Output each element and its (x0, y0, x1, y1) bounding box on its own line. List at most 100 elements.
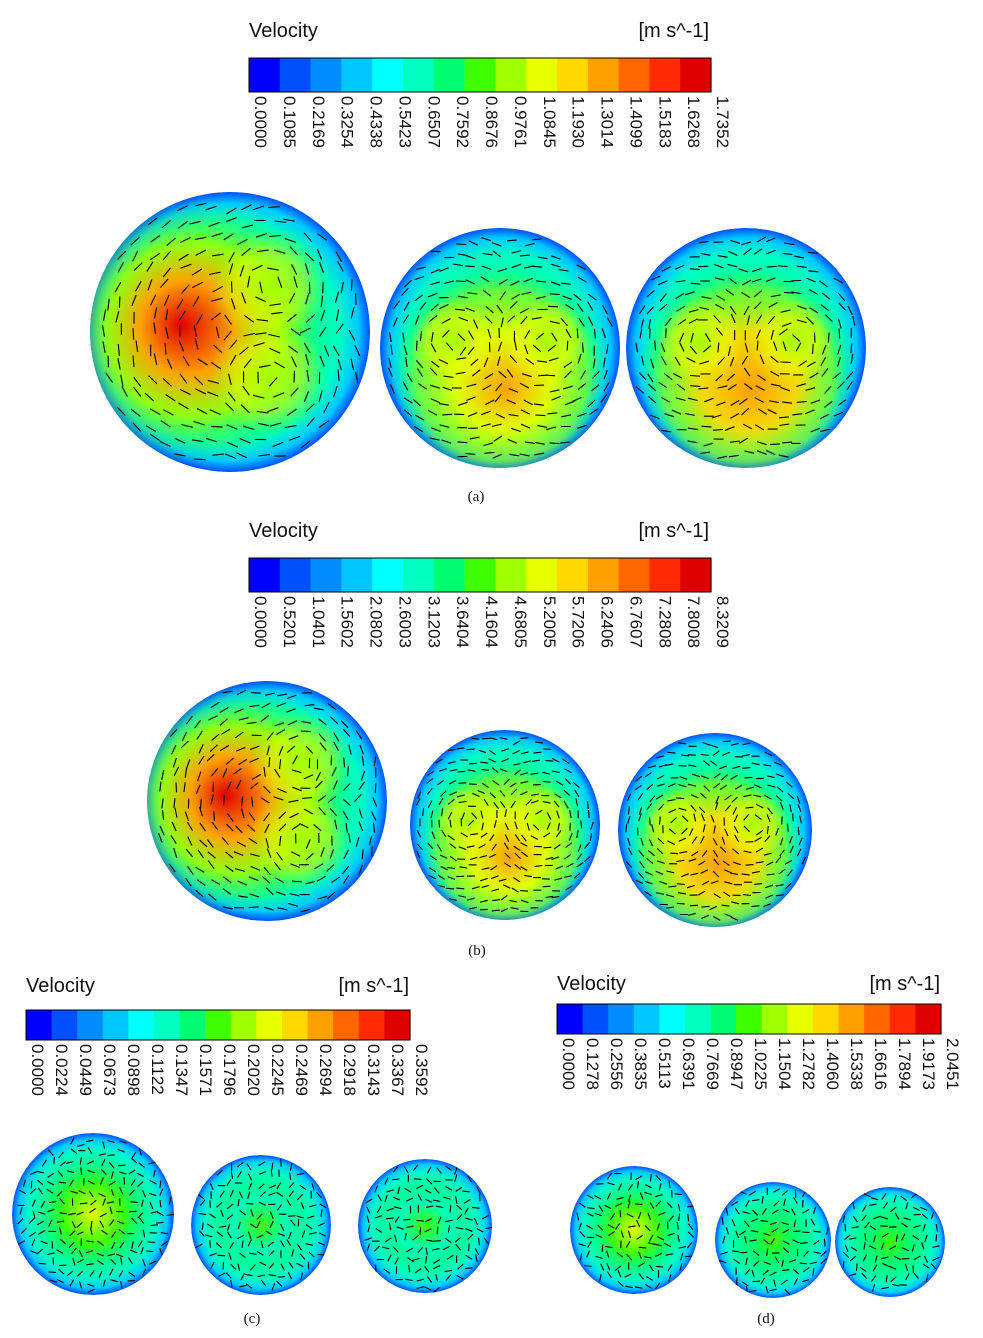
velocity-arrow (271, 1162, 274, 1171)
velocity-arrow (358, 864, 363, 875)
velocity-arrow (441, 829, 447, 838)
velocity-arrow (545, 760, 554, 762)
velocity-arrow (684, 412, 695, 416)
velocity-arrow (335, 251, 343, 263)
velocity-arrow (626, 793, 632, 802)
velocity-arrow (741, 873, 750, 876)
velocity-arrow (565, 328, 572, 339)
velocity-arrow (405, 357, 408, 368)
velocity-arrow (266, 848, 272, 858)
velocity-arrow (276, 891, 286, 896)
velocity-arrow (842, 1260, 845, 1269)
velocity-arrow (543, 832, 551, 838)
velocity-arrow (31, 1238, 36, 1247)
velocity-arrow (776, 786, 784, 793)
velocity-arrow (782, 441, 793, 444)
velocity-arrow (240, 1273, 245, 1281)
velocity-arrow (766, 825, 769, 834)
velocity-arrow (268, 757, 271, 768)
velocity-arrow (639, 328, 643, 339)
velocity-arrow (655, 1282, 661, 1290)
colorbar-tick-label: 6.2406 (598, 596, 617, 648)
velocity-arrow (604, 1204, 612, 1210)
velocity-arrow (441, 439, 452, 444)
velocity-arrow (405, 1278, 413, 1282)
velocity-arrow (644, 890, 652, 897)
velocity-arrow (449, 843, 457, 849)
velocity-arrow (520, 780, 529, 784)
velocity-arrow (274, 768, 281, 778)
velocity-arrow (439, 267, 449, 272)
velocity-arrow (211, 733, 220, 741)
colorbar-tick-label: 0.0224 (52, 1044, 71, 1096)
velocity-arrow (921, 1242, 925, 1250)
velocity-arrow (781, 816, 783, 825)
velocity-arrow (160, 1232, 169, 1235)
velocity-arrow (796, 796, 801, 805)
velocity-arrow (700, 753, 709, 756)
velocity-arrow (430, 384, 440, 389)
velocity-arrow (211, 821, 219, 831)
velocity-arrow (681, 754, 690, 757)
velocity-arrow (433, 1265, 441, 1270)
velocity-arrow (552, 758, 560, 763)
velocity-arrow (532, 265, 543, 268)
velocity-arrow (688, 308, 699, 313)
velocity-arrow (701, 914, 710, 919)
velocity-arrow (277, 693, 288, 697)
velocity-arrow (745, 806, 754, 809)
velocity-arrow (182, 355, 190, 367)
velocity-arrow (492, 780, 500, 786)
velocity-arrow (457, 441, 468, 444)
velocity-arrow (133, 262, 143, 272)
velocity-arrow (771, 1227, 779, 1233)
velocity-arrow (514, 863, 522, 870)
velocity-arrow (576, 328, 579, 339)
colorbar-tick-label: 0.8947 (727, 1038, 746, 1090)
velocity-arrow (441, 318, 451, 324)
velocity-arrow (471, 737, 480, 740)
velocity-arrow (468, 906, 478, 910)
velocity-arrow (684, 291, 695, 296)
velocity-arrow (738, 398, 748, 405)
velocity-arrow (681, 815, 689, 822)
velocity-arrow (237, 895, 248, 898)
velocity-arrow (563, 875, 572, 879)
velocity-arrow (799, 1242, 808, 1244)
velocity-arrow (837, 398, 847, 407)
colorbar-tick-label: 0.1571 (196, 1044, 215, 1096)
colorbar-band (230, 1010, 257, 1040)
velocity-arrow (89, 1207, 96, 1214)
velocity-arrow (194, 376, 204, 386)
velocity-arrow (880, 1216, 889, 1220)
velocity-arrow (57, 1170, 64, 1178)
velocity-arrow (159, 825, 165, 836)
velocity-arrow (438, 797, 444, 806)
velocity-arrow (428, 314, 438, 323)
velocity-arrow (521, 851, 529, 858)
velocity-arrow (626, 1253, 633, 1261)
velocity-arrow (149, 252, 161, 261)
velocity-arrow (257, 422, 270, 427)
velocity-arrow (500, 907, 509, 913)
velocity-arrow (676, 883, 685, 886)
velocity-arrow (323, 345, 330, 357)
velocity-arrow (287, 720, 298, 726)
velocity-arrow (394, 1234, 398, 1243)
velocity-arrow (449, 898, 458, 902)
velocity-arrow (446, 1254, 454, 1260)
velocity-arrow (241, 247, 251, 257)
velocity-arrow (108, 1161, 115, 1169)
velocity-arrow (273, 861, 282, 871)
velocity-arrow (743, 248, 752, 256)
velocity-arrow (644, 1256, 652, 1259)
velocity-arrow (342, 728, 351, 738)
velocity-arrow (429, 854, 437, 861)
velocity-arrow (159, 1248, 163, 1256)
velocity-arrow (260, 797, 270, 804)
velocity-arrow (333, 732, 340, 742)
velocity-arrow (676, 1221, 679, 1230)
velocity-arrow (433, 1240, 442, 1242)
velocity-arrow (70, 1148, 78, 1155)
velocity-arrow (194, 202, 207, 207)
